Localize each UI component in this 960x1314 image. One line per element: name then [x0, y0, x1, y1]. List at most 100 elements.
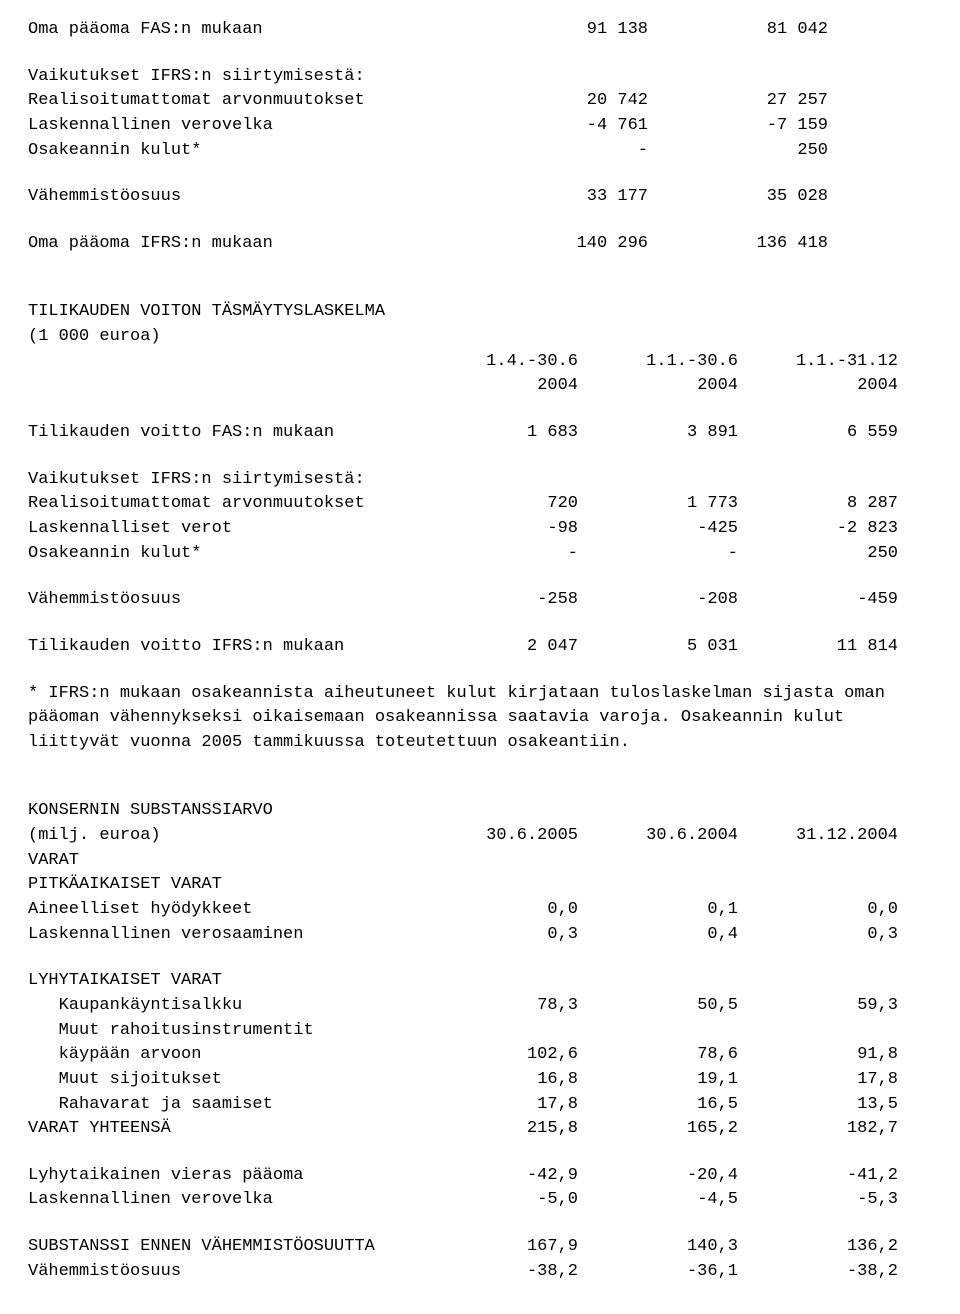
minority-row: Vähemmistöosuus -38,2 -36,1 -38,2: [28, 1260, 932, 1285]
col-header-row: (milj. euroa) 30.6.2005 30.6.2004 31.12.…: [28, 824, 932, 849]
value-col3: 182,7: [738, 1117, 898, 1142]
label: Osakeannin kulut*: [28, 139, 468, 164]
label: Tilikauden voitto FAS:n mukaan: [28, 421, 428, 446]
value-col2: 0,1: [578, 898, 738, 923]
label: (milj. euroa): [28, 824, 428, 849]
minority-row: Vähemmistöosuus 33 177 35 028: [28, 185, 932, 210]
profit-ifrs-row: Tilikauden voitto IFRS:n mukaan 2 047 5 …: [28, 635, 932, 660]
value-col3: 11 814: [738, 635, 898, 660]
value-col3: -459: [738, 588, 898, 613]
table-row: käypään arvoon 102,6 78,6 91,8: [28, 1043, 932, 1068]
value-col2: 136 418: [648, 232, 828, 257]
label: Laskennalliset verot: [28, 517, 428, 542]
minority-row: Vähemmistöosuus -258 -208 -459: [28, 588, 932, 613]
table-row: Laskennallinen verovelka -5,0 -4,5 -5,3: [28, 1188, 932, 1213]
short-assets-heading: LYHYTAIKAISET VARAT: [28, 969, 932, 994]
table-row: Aineelliset hyödykkeet 0,0 0,1 0,0: [28, 898, 932, 923]
value-col1: -98: [428, 517, 578, 542]
value-col1: 2 047: [428, 635, 578, 660]
table-row: Kaupankäyntisalkku 78,3 50,5 59,3: [28, 994, 932, 1019]
value-col1: -: [468, 139, 648, 164]
label: Aineelliset hyödykkeet: [28, 898, 428, 923]
value-col2: -36,1: [578, 1260, 738, 1285]
col-header: 31.12.2004: [738, 824, 898, 849]
label: PITKÄAIKAISET VARAT: [28, 873, 222, 898]
col-header: 2004: [578, 374, 738, 399]
assets-total-row: VARAT YHTEENSÄ 215,8 165,2 182,7: [28, 1117, 932, 1142]
col-header: 30.6.2005: [428, 824, 578, 849]
value-col2: -20,4: [578, 1164, 738, 1189]
label: Kaupankäyntisalkku: [28, 994, 428, 1019]
value-col1: -258: [428, 588, 578, 613]
profit-fas-row: Tilikauden voitto FAS:n mukaan 1 683 3 8…: [28, 421, 932, 446]
value-col3: 6 559: [738, 421, 898, 446]
label: KONSERNIN SUBSTANSSIARVO: [28, 799, 273, 824]
label: Rahavarat ja saamiset: [28, 1093, 428, 1118]
value-col3: 59,3: [738, 994, 898, 1019]
value-col1: 33 177: [468, 185, 648, 210]
value-col2: -4,5: [578, 1188, 738, 1213]
value-col1: 16,8: [428, 1068, 578, 1093]
subheading: Vaikutukset IFRS:n siirtymisestä:: [28, 468, 932, 493]
col-header-row: 1.4.-30.6 1.1.-30.6 1.1.-31.12: [28, 350, 932, 375]
equity-ifrs-row: Oma pääoma IFRS:n mukaan 140 296 136 418: [28, 232, 932, 257]
value-col2: 35 028: [648, 185, 828, 210]
table-row: Lyhytaikainen vieras pääoma -42,9 -20,4 …: [28, 1164, 932, 1189]
label: TILIKAUDEN VOITON TÄSMÄYTYSLASKELMA: [28, 300, 385, 325]
value-col2: 250: [648, 139, 828, 164]
value-col1: 78,3: [428, 994, 578, 1019]
value-col2: 78,6: [578, 1043, 738, 1068]
label: Lyhytaikainen vieras pääoma: [28, 1164, 428, 1189]
label: SUBSTANSSI ENNEN VÄHEMMISTÖOSUUTTA: [28, 1235, 428, 1260]
value-col2: 81 042: [648, 18, 828, 43]
footnote: * IFRS:n mukaan osakeannista aiheutuneet…: [28, 682, 908, 756]
label: Oma pääoma FAS:n mukaan: [28, 18, 468, 43]
value-col2: 140,3: [578, 1235, 738, 1260]
value-col2: 1 773: [578, 492, 738, 517]
value-col1: -: [428, 542, 578, 567]
value-col2: 16,5: [578, 1093, 738, 1118]
label: Laskennallinen verosaaminen: [28, 923, 428, 948]
value-col2: 165,2: [578, 1117, 738, 1142]
section2-heading: TILIKAUDEN VOITON TÄSMÄYTYSLASKELMA: [28, 300, 932, 325]
label: Oma pääoma IFRS:n mukaan: [28, 232, 468, 257]
value-col3: -5,3: [738, 1188, 898, 1213]
col-header: 1.1.-31.12: [738, 350, 898, 375]
value-col1: 102,6: [428, 1043, 578, 1068]
label: [28, 350, 428, 375]
equity-fas-row: Oma pääoma FAS:n mukaan 91 138 81 042: [28, 18, 932, 43]
label: Vähemmistöosuus: [28, 185, 468, 210]
label: Muut sijoitukset: [28, 1068, 428, 1093]
value-col3: 17,8: [738, 1068, 898, 1093]
value-col1: [428, 1019, 578, 1044]
table-row: Muut rahoitusinstrumentit: [28, 1019, 932, 1044]
col-header-row: 2004 2004 2004: [28, 374, 932, 399]
label: Vähemmistöosuus: [28, 588, 428, 613]
value-col2: 27 257: [648, 89, 828, 114]
value-col3: -2 823: [738, 517, 898, 542]
value-col1: 17,8: [428, 1093, 578, 1118]
section3-heading: KONSERNIN SUBSTANSSIARVO: [28, 799, 932, 824]
substance-row: SUBSTANSSI ENNEN VÄHEMMISTÖOSUUTTA 167,9…: [28, 1235, 932, 1260]
col-header: 30.6.2004: [578, 824, 738, 849]
value-col1: 140 296: [468, 232, 648, 257]
value-col2: 3 891: [578, 421, 738, 446]
value-col2: 50,5: [578, 994, 738, 1019]
label: Osakeannin kulut*: [28, 542, 428, 567]
value-col1: 0,3: [428, 923, 578, 948]
value-col3: 250: [738, 542, 898, 567]
label: Vaikutukset IFRS:n siirtymisestä:: [28, 468, 365, 493]
label: käypään arvoon: [28, 1043, 428, 1068]
label: Laskennallinen verovelka: [28, 114, 468, 139]
value-col1: -42,9: [428, 1164, 578, 1189]
value-col1: -4 761: [468, 114, 648, 139]
col-header: 2004: [738, 374, 898, 399]
value-col1: 1 683: [428, 421, 578, 446]
label: Vaikutukset IFRS:n siirtymisestä:: [28, 65, 365, 90]
section2-heading: (1 000 euroa): [28, 325, 932, 350]
label: Laskennallinen verovelka: [28, 1188, 428, 1213]
value-col2: -7 159: [648, 114, 828, 139]
varat-heading: VARAT: [28, 849, 932, 874]
value-col1: 0,0: [428, 898, 578, 923]
label: Vähemmistöosuus: [28, 1260, 428, 1285]
